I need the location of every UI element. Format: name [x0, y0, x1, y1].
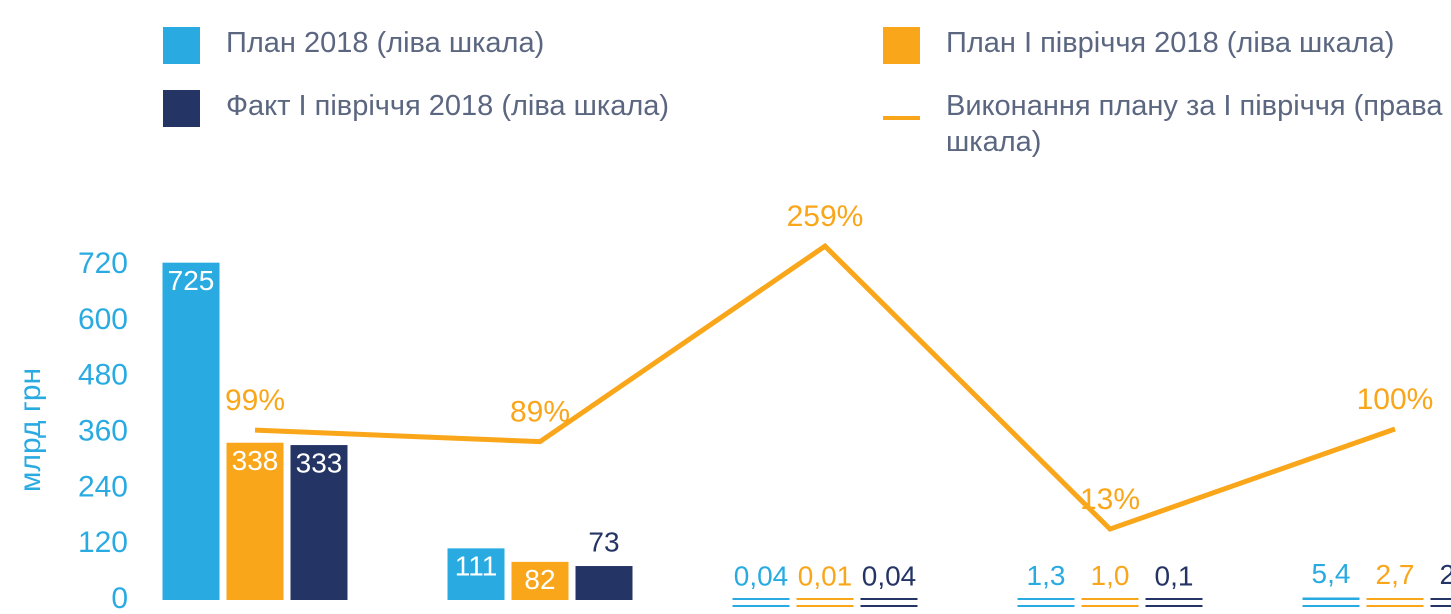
data-label: 2,7 — [1376, 559, 1415, 590]
y-tick-label: 480 — [78, 359, 128, 392]
bar — [290, 445, 348, 600]
data-label: 1,0 — [1091, 560, 1130, 591]
bar — [1430, 598, 1451, 600]
bar — [226, 442, 284, 600]
bar — [860, 598, 918, 600]
data-label: 725 — [168, 265, 215, 296]
data-label: 0,1 — [1155, 560, 1194, 591]
line-label: 259% — [787, 200, 864, 233]
bar — [796, 598, 854, 600]
legend-swatch — [163, 27, 200, 64]
legend-swatch — [163, 90, 200, 127]
bar — [1081, 598, 1139, 600]
y-tick-label: 720 — [78, 247, 128, 280]
bar — [1302, 597, 1360, 600]
legend-label: План 2018 (ліва шкала) — [226, 27, 545, 59]
legend-swatch — [883, 27, 920, 64]
bar — [575, 566, 633, 600]
line-label: 89% — [510, 396, 570, 429]
y-tick-label: 120 — [78, 526, 128, 559]
y-tick-label: 600 — [78, 303, 128, 336]
line-label: 99% — [225, 384, 285, 417]
data-label: 0,01 — [798, 560, 853, 591]
bar — [1017, 598, 1075, 600]
data-label: 0,04 — [862, 560, 917, 591]
legend-label: Виконання плану за І півріччя (права шка… — [946, 90, 1443, 158]
data-label: 338 — [232, 445, 279, 476]
y-axis-label: млрд грн — [14, 368, 47, 492]
data-label: 5,4 — [1312, 558, 1351, 589]
data-label: 82 — [524, 564, 555, 595]
bar — [732, 598, 790, 600]
bar — [511, 561, 569, 600]
data-label: 0,04 — [734, 560, 789, 591]
data-label: 333 — [296, 447, 343, 478]
bar — [447, 548, 505, 600]
data-label: 2,7 — [1440, 559, 1451, 590]
legend-label: Факт І півріччя 2018 (ліва шкала) — [226, 90, 670, 122]
legend-entry: План І півріччя 2018 (ліва шкала) — [946, 27, 1395, 59]
legend-entry: Факт І півріччя 2018 (ліва шкала) — [226, 90, 670, 122]
data-label: 111 — [455, 551, 498, 582]
data-label: 1,3 — [1027, 560, 1066, 591]
bar — [162, 262, 220, 600]
bar — [1145, 598, 1203, 600]
line — [254, 242, 1396, 532]
legend-entry: Виконання плану за І півріччя (права шка… — [946, 90, 1443, 158]
y-tick-label: 0 — [111, 582, 128, 614]
line-label: 13% — [1080, 483, 1140, 516]
line-label: 100% — [1357, 383, 1434, 416]
y-tick-label: 240 — [78, 470, 128, 503]
bar — [1366, 598, 1424, 600]
y-tick-label: 360 — [78, 414, 128, 447]
data-label: 73 — [588, 526, 619, 557]
legend-entry: План 2018 (ліва шкала) — [226, 27, 545, 59]
legend-label: План І півріччя 2018 (ліва шкала) — [946, 27, 1395, 59]
